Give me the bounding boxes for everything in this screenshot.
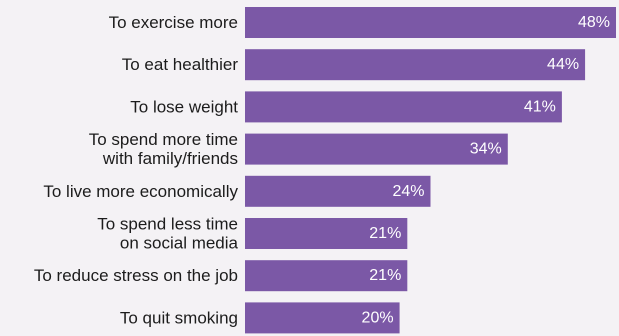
- category-label-8: To quit smoking: [120, 308, 238, 327]
- bar-7: [245, 260, 408, 292]
- bar-4: [245, 133, 508, 165]
- category-label-5: To live more economically: [43, 182, 238, 201]
- bar-1: [245, 7, 616, 38]
- bar-2: [245, 49, 586, 81]
- value-label-8: 20%: [362, 309, 394, 326]
- category-label-6: To spend less time on social media: [97, 215, 238, 253]
- bar-5: [245, 175, 431, 207]
- value-label-3: 41%: [524, 98, 556, 115]
- category-label-1: To exercise more: [109, 13, 238, 32]
- value-label-1: 48%: [578, 14, 610, 31]
- value-label-2: 44%: [547, 56, 579, 73]
- bar-8: [245, 302, 400, 334]
- category-label-3: To lose weight: [130, 97, 238, 116]
- value-label-7: 21%: [369, 267, 401, 284]
- category-label-4: To spend more time with family/friends: [89, 130, 238, 168]
- value-label-5: 24%: [392, 183, 424, 200]
- value-label-6: 21%: [369, 225, 401, 242]
- bar-3: [245, 91, 562, 123]
- value-labels-group: 48% 44% 41% 34% 24% 21% 21% 20%: [362, 14, 610, 326]
- value-label-4: 34%: [470, 141, 502, 158]
- bar-6: [245, 218, 408, 249]
- category-label-2: To eat healthier: [122, 55, 239, 74]
- category-labels-group: To exercise more To eat healthier To lose …: [34, 13, 239, 327]
- bars-group: [245, 7, 616, 334]
- category-label-7: To reduce stress on the job: [34, 266, 238, 285]
